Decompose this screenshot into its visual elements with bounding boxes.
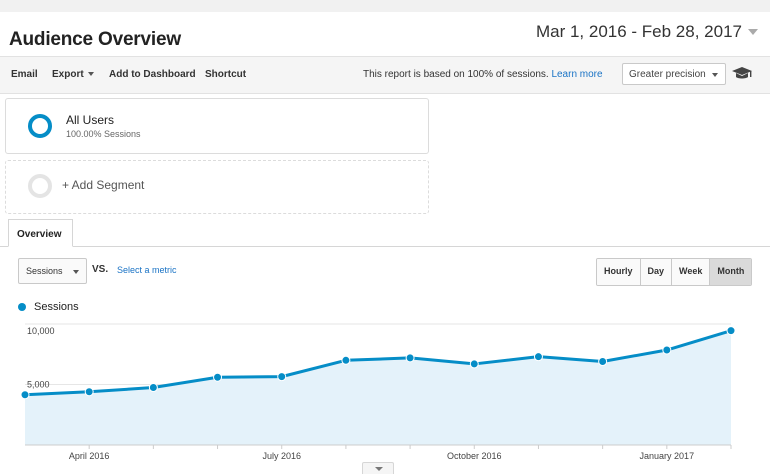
data-point-2016-07[interactable]: [277, 372, 287, 382]
data-point-2016-06[interactable]: [213, 372, 223, 382]
data-point-2016-12[interactable]: [598, 357, 608, 367]
add-to-dashboard-button[interactable]: Add to Dashboard: [109, 69, 196, 80]
data-point-2016-09[interactable]: [405, 353, 415, 363]
data-point-2016-10[interactable]: [469, 359, 479, 369]
sampling-note-text: This report is based on 100% of sessions…: [363, 69, 549, 80]
chevron-down-icon: [375, 467, 383, 471]
date-range-picker[interactable]: Mar 1, 2016 - Feb 28, 2017: [536, 22, 758, 42]
granularity-toggle: Hourly Day Week Month: [596, 258, 753, 286]
legend-label-sessions: Sessions: [34, 301, 79, 313]
learn-more-link[interactable]: Learn more: [551, 69, 603, 80]
select-metric-link[interactable]: Select a metric: [117, 265, 177, 275]
sessions-line: [24, 329, 732, 397]
y-tick-label: 10,000: [27, 326, 55, 336]
granularity-month-button[interactable]: Month: [709, 259, 752, 285]
chevron-down-icon: [73, 270, 79, 274]
export-menu[interactable]: Export: [52, 69, 94, 80]
y-tick-label: 5,000: [27, 380, 50, 390]
chart-legend: Sessions: [18, 301, 79, 313]
empty-segment-ring-icon: [28, 174, 52, 198]
add-segment-label: + Add Segment: [62, 178, 145, 192]
x-tick-label: July 2016: [262, 451, 301, 461]
x-tick-label: January 2017: [640, 451, 695, 461]
sampling-note: This report is based on 100% of sessions…: [363, 69, 603, 80]
data-point-2016-05[interactable]: [148, 383, 158, 393]
graduation-cap-icon[interactable]: [731, 66, 753, 82]
chart-expand-handle[interactable]: [362, 462, 394, 474]
top-strip: [0, 0, 770, 12]
page-title: Audience Overview: [9, 29, 181, 50]
sessions-chart: 10,000 5,000 April 2016 July 2016 October …: [20, 323, 736, 461]
x-tick-label: October 2016: [447, 451, 502, 461]
add-segment-button[interactable]: + Add Segment: [5, 160, 429, 214]
title-row: Audience Overview Mar 1, 2016 - Feb 28, …: [0, 12, 770, 56]
data-point-2017-02[interactable]: [726, 326, 736, 336]
date-range-label: Mar 1, 2016 - Feb 28, 2017: [535, 22, 742, 41]
data-point-2016-03[interactable]: [20, 390, 30, 400]
email-button[interactable]: Email: [11, 69, 38, 80]
chevron-down-icon: [748, 29, 758, 35]
granularity-hourly-button[interactable]: Hourly: [597, 259, 640, 285]
chevron-down-icon: [712, 73, 718, 77]
tabs-divider: [0, 246, 770, 247]
granularity-week-button[interactable]: Week: [671, 259, 710, 285]
segment-ring-icon: [28, 114, 52, 138]
metric-select-value: Sessions: [26, 266, 63, 276]
shortcut-button[interactable]: Shortcut: [205, 69, 247, 80]
chevron-down-icon: [87, 72, 94, 77]
granularity-day-button[interactable]: Day: [639, 259, 672, 285]
precision-value: Greater precision: [629, 69, 706, 80]
data-point-2017-01[interactable]: [662, 345, 672, 355]
segment-name: All Users: [66, 113, 115, 127]
legend-dot-sessions: [18, 303, 26, 311]
data-point-2016-04[interactable]: [84, 387, 94, 397]
x-tick-label: April 2016: [69, 451, 110, 461]
data-point-2016-08[interactable]: [341, 355, 351, 365]
report-toolbar: Email Export Add to Dashboard Shortcut T…: [0, 56, 770, 94]
vs-label: VS.: [92, 264, 109, 275]
export-label: Export: [52, 69, 84, 80]
precision-select[interactable]: Greater precision: [622, 63, 726, 85]
segment-sessions-percent: 100.00% Sessions: [66, 129, 141, 139]
tab-overview[interactable]: Overview: [8, 219, 73, 247]
segment-all-users[interactable]: All Users 100.00% Sessions: [5, 98, 429, 154]
metric-select[interactable]: Sessions: [18, 258, 87, 284]
data-point-2016-11[interactable]: [533, 352, 543, 362]
